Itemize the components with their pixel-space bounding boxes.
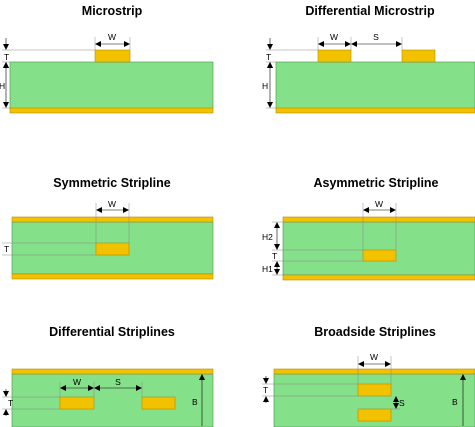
diff-striplines-panel: Differential Striplines W S T B: [2, 325, 214, 427]
microstrip-ground-plane: [9, 107, 214, 114]
sym-stripline-title: Symmetric Stripline: [53, 176, 170, 190]
diff-striplines-s-label: S: [115, 377, 121, 387]
diff-microstrip-title: Differential Microstrip: [305, 4, 435, 18]
microstrip-w-label: W: [108, 32, 116, 42]
diff-microstrip-ground-plane: [275, 107, 475, 114]
asym-stripline-h1-label: H1: [262, 264, 273, 274]
diff-striplines-t-label: T: [8, 398, 13, 408]
broadside-striplines-title: Broadside Striplines: [314, 325, 436, 339]
asym-stripline-h2-label: H2: [262, 232, 273, 242]
diff-striplines-trace-left: [59, 396, 95, 410]
asym-stripline-trace: [362, 249, 397, 262]
broadside-striplines-trace-bottom: [357, 408, 392, 422]
diff-microstrip-trace-right: [401, 49, 436, 63]
broadside-striplines-w-label: W: [370, 352, 378, 362]
microstrip-h-label: H: [0, 81, 5, 91]
microstrip-panel: Microstrip W T H: [0, 4, 214, 114]
broadside-striplines-t-label: T: [263, 385, 268, 395]
broadside-striplines-panel: Broadside Striplines W T S B: [262, 325, 475, 427]
broadside-striplines-b-label: B: [452, 397, 458, 407]
diff-striplines-substrate: [11, 373, 214, 427]
sym-stripline-panel: Symmetric Stripline W T: [2, 176, 214, 280]
asym-stripline-w-label: W: [375, 199, 383, 209]
asym-stripline-bottom-plane: [282, 274, 475, 281]
diff-microstrip-panel: Differential Microstrip W S T H: [262, 4, 475, 114]
microstrip-t-label: T: [4, 52, 9, 62]
sym-stripline-t-label: T: [4, 244, 9, 254]
diff-microstrip-h-label: H: [262, 81, 268, 91]
asym-stripline-t-label: T: [272, 251, 277, 261]
diff-striplines-b-label: B: [192, 397, 198, 407]
diff-microstrip-t-label: T: [266, 52, 271, 62]
asym-stripline-panel: Asymmetric Stripline W H2 T H1: [262, 176, 475, 281]
diff-striplines-top-plane: [11, 368, 214, 375]
diff-striplines-trace-right: [141, 396, 176, 410]
broadside-striplines-trace-top: [357, 383, 392, 397]
asym-stripline-top-plane: [282, 216, 475, 223]
diff-microstrip-w-label: W: [330, 32, 338, 42]
diff-striplines-title: Differential Striplines: [49, 325, 175, 339]
microstrip-trace: [94, 49, 131, 63]
sym-stripline-bottom-plane: [11, 273, 214, 280]
broadside-striplines-s-label: S: [399, 398, 405, 408]
asym-stripline-title: Asymmetric Stripline: [313, 176, 438, 190]
asym-stripline-substrate: [282, 221, 475, 276]
diff-microstrip-trace-left: [317, 49, 352, 63]
sym-stripline-top-plane: [11, 216, 214, 223]
diff-microstrip-substrate: [275, 61, 475, 110]
sym-stripline-trace: [95, 242, 130, 256]
microstrip-title: Microstrip: [82, 4, 143, 18]
broadside-striplines-top-plane: [273, 368, 475, 375]
microstrip-substrate: [9, 61, 214, 110]
sym-stripline-w-label: W: [108, 199, 116, 209]
diff-striplines-w-label: W: [73, 377, 81, 387]
diff-microstrip-s-label: S: [373, 32, 379, 42]
